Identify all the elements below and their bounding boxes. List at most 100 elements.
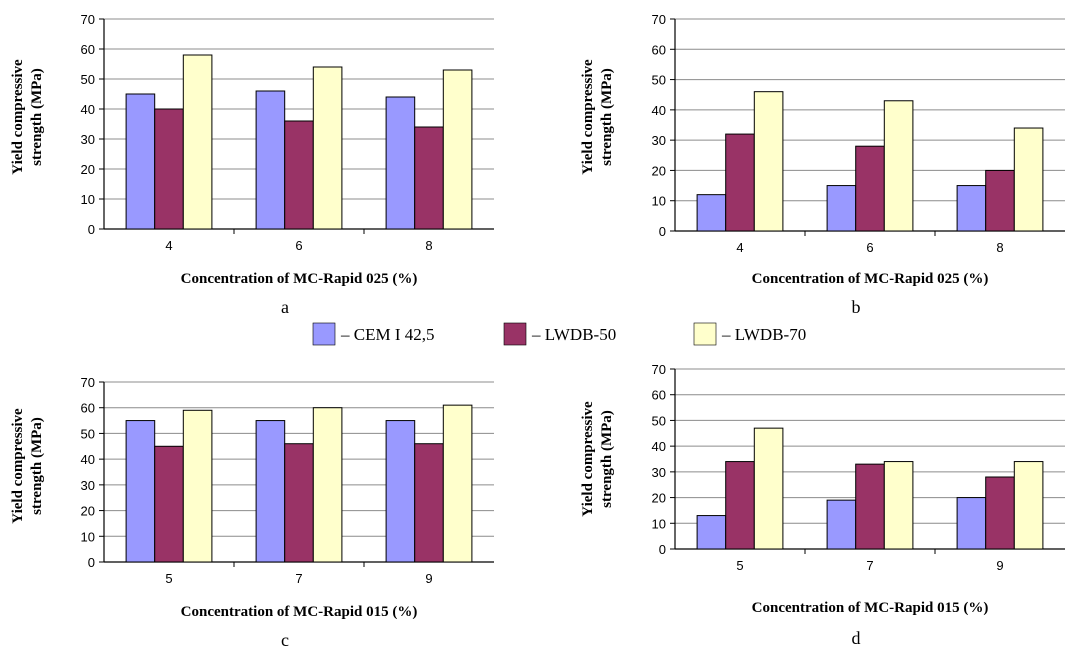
y-tick-label: 20 [81,162,95,177]
y-tick-label: 40 [652,439,666,454]
y-tick-label: 30 [81,132,95,147]
bar-d-9-0 [956,497,987,550]
y-tick-label: 10 [652,194,666,209]
y-tick-label: 10 [81,192,95,207]
y-axis-label: Yield compressive strength (MPa) [580,401,615,517]
y-axis-label-line: strength (MPa) [29,417,45,515]
bar-c-9-0 [385,420,416,563]
bar-a-6-1 [284,120,314,230]
panel-letter: c [281,630,289,650]
bar-b-4-0 [696,194,727,232]
x-axis-label: Concentration of MC-Rapid 015 (%) [181,604,418,620]
bar-c-9-1 [414,443,444,563]
bar-b-8-0 [956,185,987,232]
y-tick-label: 0 [88,222,95,237]
x-axis-label: Concentration of MC-Rapid 025 (%) [752,271,989,287]
bar-b-4-2 [753,91,784,232]
bar-b-8-1 [985,169,1015,232]
bar-c-7-2 [312,407,343,563]
x-tick-label: 6 [866,240,873,255]
legend: – CEM I 42,5 – LWDB-50 – LWDB-70 [312,322,806,346]
bar-a-8-0 [385,96,416,230]
legend-label: – LWDB-70 [721,325,806,344]
bar-b-6-2 [883,100,914,232]
bar-b-6-1 [855,145,885,232]
panel-letter: b [852,297,861,317]
bar-c-5-0 [125,420,156,563]
y-tick-label: 40 [652,103,666,118]
x-tick-label: 8 [425,238,432,253]
y-axis-label: Yield compressive strength (MPa) [10,59,45,175]
y-tick-label: 40 [81,452,95,467]
bar-a-8-1 [414,126,444,230]
chart-panel-d: 0 10 20 30 40 50 60 70 5 7 9 Concentration of MC-Ra… [580,362,1065,648]
bar-d-7-1 [855,463,885,550]
y-tick-label: 60 [652,388,666,403]
bar-d-9-2 [1013,461,1044,550]
chart-panel-b: 0 10 20 30 40 50 60 70 4 6 8 Concentration of MC-Ra… [580,12,1065,317]
y-axis-label-line: Yield compressive [10,408,26,524]
y-axis-label: Yield compressive strength (MPa) [10,408,45,524]
y-tick-label: 10 [81,529,95,544]
x-tick-label: 9 [425,571,432,586]
x-tick-label: 6 [295,238,302,253]
x-axis-label: Concentration of MC-Rapid 025 (%) [181,271,418,287]
bar-a-4-1 [154,108,184,230]
y-tick-label: 0 [659,224,666,239]
y-axis-label-line: strength (MPa) [599,68,615,166]
y-tick-label: 0 [88,555,95,570]
y-tick-label: 20 [652,163,666,178]
bar-a-8-2 [442,69,473,230]
legend-swatch [503,322,527,346]
bar-a-6-2 [312,66,343,230]
x-tick-label: 4 [165,238,172,253]
chart-panel-a: 0 10 20 30 40 50 60 70 4 6 8 Concentration of MC-Ra… [10,12,494,317]
y-axis-label-line: Yield compressive [580,401,596,517]
y-tick-label: 30 [652,465,666,480]
bar-b-8-2 [1013,127,1044,232]
bar-c-5-1 [154,445,184,563]
y-tick-label: 50 [652,413,666,428]
y-tick-label: 50 [652,73,666,88]
y-tick-label: 20 [652,491,666,506]
y-axis-label-line: Yield compressive [580,59,596,175]
bar-c-7-1 [284,443,314,563]
y-tick-label: 40 [81,102,95,117]
bar-d-5-0 [696,515,727,550]
y-tick-label: 10 [652,516,666,531]
y-axis-label-line: strength (MPa) [29,68,45,166]
y-tick-label: 20 [81,504,95,519]
y-tick-label: 50 [81,426,95,441]
panel-letter: a [281,297,289,317]
y-tick-label: 60 [81,42,95,57]
bar-a-4-2 [182,54,213,230]
y-tick-label: 70 [652,12,666,27]
y-axis-label-line: strength (MPa) [599,410,615,508]
y-tick-label: 60 [81,401,95,416]
y-axis-label-line: Yield compressive [10,59,26,175]
bar-b-4-1 [725,133,755,232]
y-tick-label: 30 [652,133,666,148]
bar-d-5-2 [753,427,784,550]
bar-a-6-0 [255,90,286,230]
legend-label: – LWDB-50 [531,325,616,344]
x-tick-label: 7 [295,571,302,586]
x-tick-label: 9 [996,558,1003,573]
y-tick-label: 70 [81,375,95,390]
x-axis-label: Concentration of MC-Rapid 015 (%) [752,600,989,616]
y-axis-label: Yield compressive strength (MPa) [580,59,615,175]
y-tick-label: 60 [652,42,666,57]
x-tick-label: 5 [736,558,743,573]
legend-label: – CEM I 42,5 [340,325,435,344]
bar-a-4-0 [125,93,156,230]
x-tick-label: 4 [736,240,743,255]
y-tick-label: 0 [659,542,666,557]
bar-c-9-2 [442,404,473,563]
x-tick-label: 5 [165,571,172,586]
y-tick-label: 70 [81,12,95,27]
bar-b-6-0 [826,185,857,232]
bar-d-7-0 [826,499,857,550]
bar-c-5-2 [182,409,213,563]
bar-d-7-2 [883,461,914,550]
